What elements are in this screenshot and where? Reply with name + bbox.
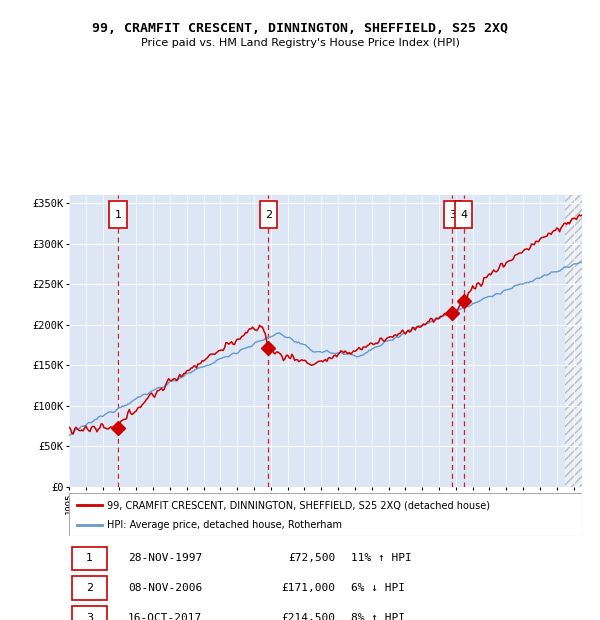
Text: £72,500: £72,500	[289, 553, 336, 564]
Text: 3: 3	[86, 613, 93, 620]
Text: Price paid vs. HM Land Registry's House Price Index (HPI): Price paid vs. HM Land Registry's House …	[140, 38, 460, 48]
Bar	[71, 606, 107, 620]
Text: 1: 1	[86, 553, 93, 564]
Text: 99, CRAMFIT CRESCENT, DINNINGTON, SHEFFIELD, S25 2XQ: 99, CRAMFIT CRESCENT, DINNINGTON, SHEFFI…	[92, 22, 508, 35]
Text: £171,000: £171,000	[282, 583, 336, 593]
Text: 16-OCT-2017: 16-OCT-2017	[128, 613, 202, 620]
Text: 08-NOV-2006: 08-NOV-2006	[128, 583, 202, 593]
Text: £214,500: £214,500	[282, 613, 336, 620]
Text: 1: 1	[115, 210, 121, 219]
Text: 2: 2	[265, 210, 272, 219]
Bar	[71, 547, 107, 570]
Bar	[565, 195, 582, 487]
Bar	[71, 577, 107, 600]
Text: HPI: Average price, detached house, Rotherham: HPI: Average price, detached house, Roth…	[107, 520, 343, 531]
Text: 28-NOV-1997: 28-NOV-1997	[128, 553, 202, 564]
Text: 11% ↑ HPI: 11% ↑ HPI	[351, 553, 412, 564]
Text: 4: 4	[460, 210, 467, 219]
Bar	[565, 195, 582, 487]
Text: 6% ↓ HPI: 6% ↓ HPI	[351, 583, 405, 593]
Text: 2: 2	[86, 583, 93, 593]
Text: 3: 3	[449, 210, 456, 219]
Text: 8% ↑ HPI: 8% ↑ HPI	[351, 613, 405, 620]
Text: 99, CRAMFIT CRESCENT, DINNINGTON, SHEFFIELD, S25 2XQ (detached house): 99, CRAMFIT CRESCENT, DINNINGTON, SHEFFI…	[107, 500, 490, 510]
